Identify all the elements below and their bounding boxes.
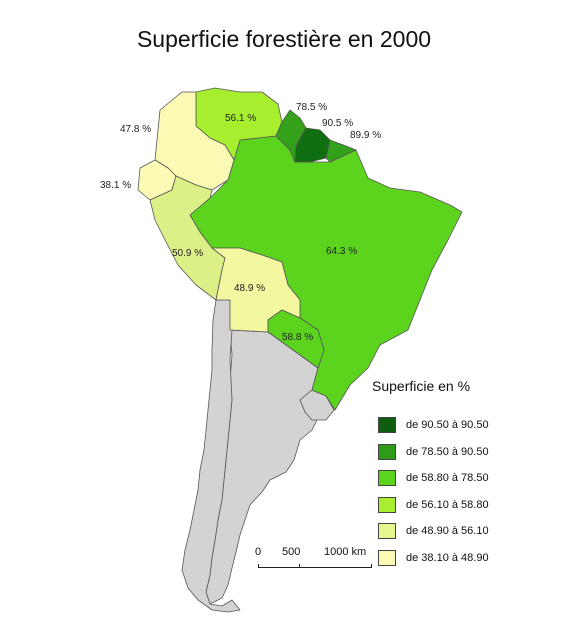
scale-label-0: 0 [255,546,262,558]
scale-line [258,564,372,568]
label-peru: 50.9 % [172,248,204,259]
legend-item: de 90.50 à 90.50 [372,412,489,439]
legend-item: de 56.10 à 58.80 [372,492,489,519]
legend-swatch [378,523,396,540]
legend-label: de 38.10 à 48.90 [406,551,489,564]
scale-label-500: 500 [282,546,301,558]
legend-swatch [378,417,396,434]
scale-bar: 0 500 1000 km [250,546,380,576]
legend-item: de 48.90 à 56.10 [372,518,489,545]
legend-item: de 58.80 à 78.50 [372,465,489,492]
legend-label: de 78.50 à 90.50 [406,445,489,458]
legend-item: de 78.50 à 90.50 [372,439,489,466]
label-guyana: 78.5 % [296,102,328,113]
country-paraguay[interactable] [267,309,325,369]
label-ecuador: 38.1 % [100,180,132,191]
legend-swatch [378,470,396,487]
legend-swatch [378,443,396,460]
legend-label: de 56.10 à 58.80 [406,498,489,511]
legend-swatch [378,496,396,513]
legend-swatch [378,549,396,566]
country-chile[interactable] [181,299,241,613]
legend-label: de 58.80 à 78.50 [406,472,489,485]
label-paraguay: 58.8 % [282,332,314,343]
legend-label: de 48.90 à 56.10 [406,525,489,538]
label-brazil: 64.3 % [326,246,358,257]
country-guiana[interactable] [325,139,357,163]
label-guiana: 89.9 % [350,130,382,141]
country-suriname[interactable] [294,127,331,163]
label-suriname: 90.5 % [322,118,354,129]
legend: Superficie en % de 90.50 à 90.50 de 78.5… [372,378,489,571]
legend-item: de 38.10 à 48.90 [372,545,489,572]
legend-title: Superficie en % [372,378,471,394]
legend-label: de 90.50 à 90.50 [406,419,489,432]
scale-mid-tick [299,564,300,568]
label-bolivia: 48.9 % [234,283,266,294]
map-title: Superficie forestière en 2000 [136,26,432,52]
label-venezuela: 56.1 % [225,113,257,124]
legend-items: de 90.50 à 90.50 de 78.50 à 90.50 de 58.… [372,412,489,571]
scale-label-1000: 1000 km [324,546,367,558]
label-colombia: 47.8 % [120,124,152,135]
